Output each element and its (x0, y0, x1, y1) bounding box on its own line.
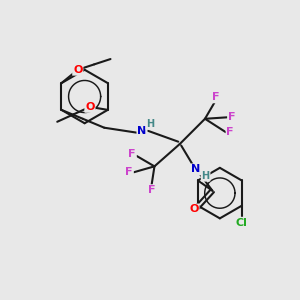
Text: O: O (73, 65, 83, 75)
Text: F: F (128, 149, 136, 160)
Text: N: N (137, 126, 147, 136)
Text: N: N (191, 164, 201, 174)
Text: F: F (228, 112, 236, 122)
Text: H: H (202, 171, 210, 181)
Text: O: O (189, 204, 199, 214)
Text: F: F (148, 185, 155, 195)
Text: H: H (146, 119, 154, 129)
Text: F: F (125, 167, 133, 177)
Text: Cl: Cl (236, 218, 248, 228)
Text: F: F (226, 127, 234, 137)
Text: O: O (85, 102, 94, 112)
Text: F: F (212, 92, 219, 102)
